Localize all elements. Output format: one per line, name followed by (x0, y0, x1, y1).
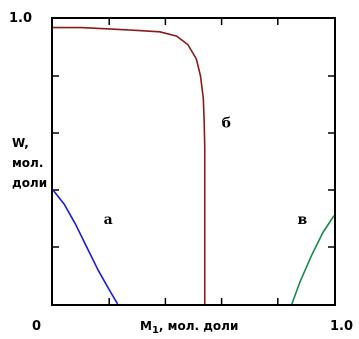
y-axis-label-line-3: доли (12, 176, 47, 190)
series-line-3 (291, 215, 335, 305)
x-axis-label-sub: 1 (152, 325, 159, 336)
series-label-2: б (222, 115, 231, 131)
x-axis-label-rest: , мол. доли (159, 319, 238, 333)
series-line-1 (52, 189, 119, 305)
y-axis-label-line-1: W, (12, 136, 29, 150)
curve-labels: а б в (104, 115, 308, 228)
series-label-3: в (297, 212, 307, 228)
x-axis-label-main: M (140, 319, 152, 333)
minor-ticks (53, 19, 334, 304)
series-label-1: а (104, 212, 113, 228)
x-axis-label: M1, мол. доли (140, 319, 238, 336)
x-tick-label-max: 1.0 (330, 319, 353, 334)
x-tick-label-min: 0 (32, 319, 41, 334)
y-tick-label-max: 1.0 (9, 11, 32, 26)
curves (52, 26, 335, 305)
series-line-2 (53, 26, 206, 304)
y-axis-label-line-2: мол. (12, 156, 43, 170)
plot-frame (51, 17, 336, 306)
